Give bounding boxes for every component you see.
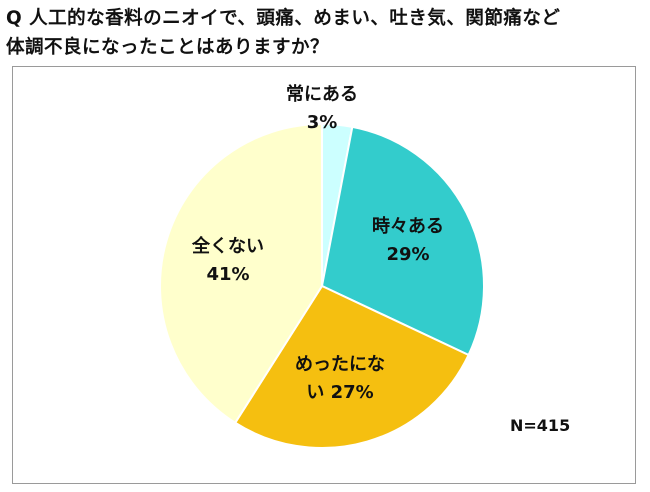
question-line-2: 体調不良になったことはありますか？ xyxy=(6,37,330,58)
question-text: Q 人工的な香料のニオイで、頭痛、めまい、吐き気、関節痛など 体調不良になったこ… xyxy=(6,4,646,62)
slice-label-1: 常にある 3% xyxy=(286,83,358,133)
slice-percent-label: い 27% xyxy=(306,382,373,403)
question-line-1: Q 人工的な香料のニオイで、頭痛、めまい、吐き気、関節痛など xyxy=(6,8,561,29)
slice-percent-label: 3% xyxy=(307,112,338,133)
pie-slice-3 xyxy=(233,284,470,449)
slice-category-label: 全くない xyxy=(191,235,264,257)
slice-label-4: 全くない 41% xyxy=(191,235,264,285)
sample-size-label: N=415 xyxy=(510,416,571,435)
slice-percent-label: 29% xyxy=(386,244,429,265)
slice-category-label: めったにな xyxy=(295,354,385,375)
slice-category-label: 時々ある xyxy=(372,216,444,237)
slice-label-2: 時々ある 29% xyxy=(372,216,444,265)
pie-slice-2 xyxy=(320,125,485,357)
chart-frame xyxy=(12,66,636,484)
slice-category-label: 常にある xyxy=(286,83,358,105)
slice-percent-label: 41% xyxy=(206,264,249,285)
pie-slice-4 xyxy=(159,122,323,425)
